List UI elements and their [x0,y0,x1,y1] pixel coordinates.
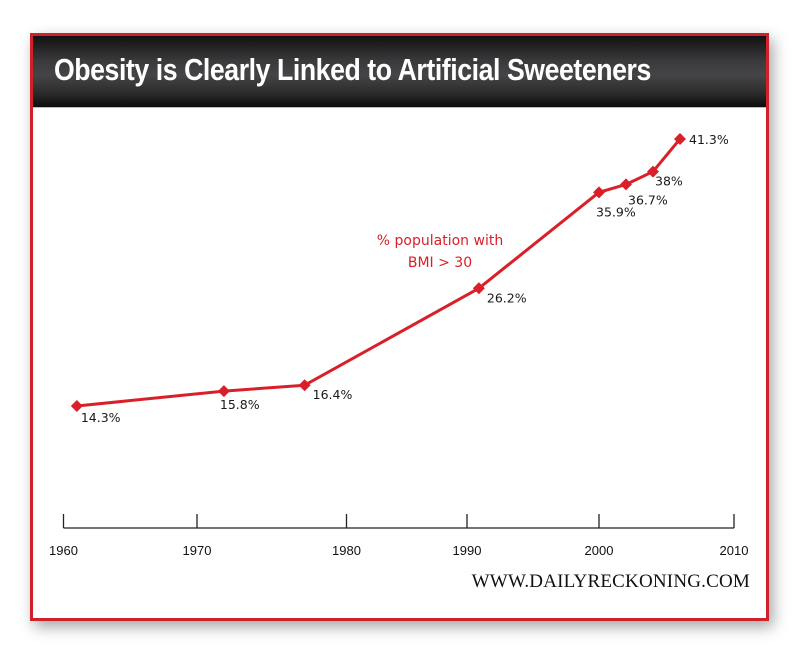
chart-frame: Obesity is Clearly Linked to Artificial … [30,33,769,621]
source-credit: WWW.DAILYRECKONING.COM [471,571,750,592]
data-point-marker [472,282,485,295]
annotation: % population with BMI > 30 [377,233,503,271]
data-labels: 14.3% 15.8% 16.4% 26.2% 35.9%36.7% 38% 41.3% [81,132,729,425]
x-tick-label: 1970 [183,543,212,558]
x-tick-label: 2000 [585,543,614,558]
x-tick-label: 2010 [720,543,749,558]
series-line [76,137,682,408]
data-point-marker [593,186,605,199]
data-point-marker [647,165,659,178]
data-point-marker [70,399,83,412]
data-label: 36.7% [628,192,668,207]
data-label: 35.9% [596,204,636,219]
data-point-marker [674,132,686,145]
data-point-marker [217,385,230,398]
x-tick-label: 1960 [49,543,78,558]
data-label: 14.3% [81,410,121,425]
data-point-marker [620,178,632,191]
data-label: 26.2% [487,290,527,305]
x-tick-label: 1980 [332,543,361,558]
data-label: 15.8% [220,397,260,412]
chart-title: Obesity is Clearly Linked to Artificial … [54,52,651,87]
x-axis: 1960 1970 1980 1990 2000 2010 [49,514,748,558]
x-tick-label: 1990 [453,543,482,558]
title-bar: Obesity is Clearly Linked to Artificial … [33,36,766,108]
data-point-marker [298,379,311,392]
data-markers [70,132,686,412]
annotation-line-2: BMI > 30 [408,255,472,271]
series-line-layer [76,137,682,408]
annotation-line-1: % population with [377,233,503,249]
data-label: 41.3% [689,132,729,147]
data-label: 38% [655,174,683,189]
data-label: 16.4% [313,387,353,402]
